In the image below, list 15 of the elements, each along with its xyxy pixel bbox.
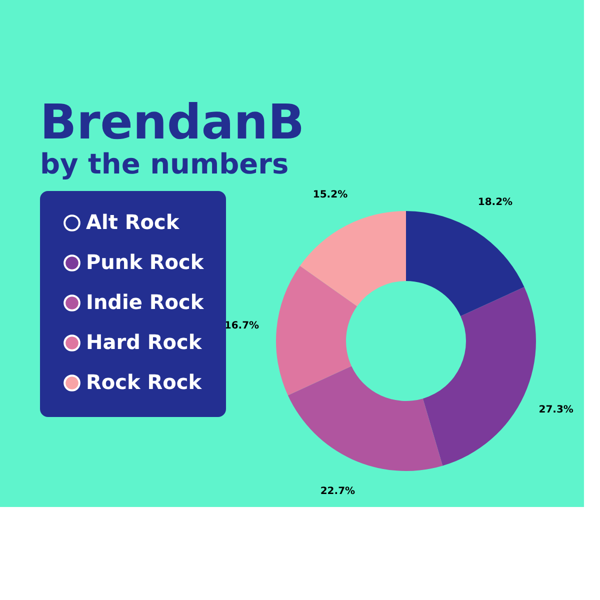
legend-label: Rock Rock (86, 370, 202, 394)
donut-slice (276, 266, 358, 396)
data-label: 22.7% (320, 486, 356, 498)
legend-label: Hard Rock (86, 330, 202, 354)
donut-slice (300, 211, 406, 306)
legend-label: Indie Rock (86, 290, 204, 314)
donut-slice (406, 211, 524, 316)
legend-label: Punk Rock (86, 250, 204, 274)
donut-slice (422, 286, 536, 466)
data-label: 27.3% (538, 404, 574, 416)
data-label: 18.2% (478, 197, 513, 208)
donut-slice (288, 366, 443, 471)
data-label: 15.2% (312, 189, 348, 200)
legend-label: Alt Rock (86, 210, 180, 234)
data-label: 16.7% (224, 320, 260, 332)
